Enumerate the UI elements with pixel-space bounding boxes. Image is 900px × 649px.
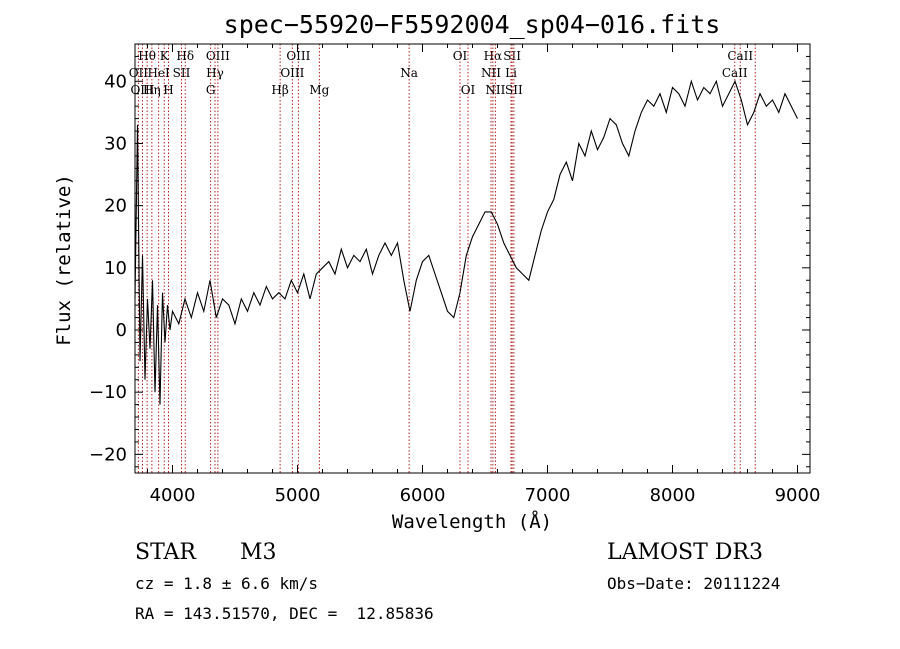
x-axis-label: Wavelength (Å)	[392, 510, 552, 533]
chart-title: spec−55920−F5592004_sp04−016.fits	[224, 10, 721, 39]
line-marker-label: OII	[129, 66, 149, 80]
line-marker-label: Mg	[309, 83, 329, 97]
survey-name: LAMOST DR3	[607, 540, 763, 565]
line-marker-label: SII	[173, 66, 191, 80]
line-marker-label: OIII	[286, 49, 310, 63]
line-marker-label: Hδ	[176, 49, 194, 63]
line-marker-label: OI	[453, 49, 468, 63]
y-tick-label: 20	[104, 196, 127, 217]
x-tick-label: 7000	[525, 485, 571, 506]
line-marker-label: OIII	[280, 66, 304, 80]
y-tick-label: 40	[104, 71, 127, 92]
line-marker-label: H	[163, 83, 173, 97]
line-marker-label: OIII	[206, 49, 230, 63]
y-tick-label: 0	[116, 320, 127, 341]
line-marker-label: CaII	[722, 66, 748, 80]
x-tick-label: 6000	[400, 485, 446, 506]
y-axis-label: Flux (relative)	[53, 174, 75, 346]
line-marker-label: Hθ	[138, 49, 156, 63]
obs-date: Obs−Date: 20111224	[607, 574, 781, 593]
line-marker-label: G	[206, 83, 216, 97]
line-marker-label: Hγ	[206, 66, 224, 80]
object-subclass: M3	[240, 540, 277, 565]
x-tick-label: 9000	[775, 485, 821, 506]
line-marker-label: NII	[481, 66, 501, 80]
line-marker-label: K	[160, 49, 170, 63]
spectrum-series-line	[134, 79, 798, 405]
line-marker-label: Na	[400, 66, 418, 80]
line-marker-label: Hβ	[271, 83, 288, 97]
y-tick-label: −20	[89, 444, 127, 465]
line-marker-label: NII	[485, 83, 505, 97]
line-marker-label: HeI	[147, 66, 170, 80]
line-marker-label: SII	[505, 83, 523, 97]
y-tick-label: 10	[104, 258, 127, 279]
coordinates: RA = 143.51570, DEC = 12.85836	[135, 604, 434, 623]
line-marker-label: Hα	[484, 49, 503, 63]
redshift-cz: cz = 1.8 ± 6.6 km/s	[135, 574, 319, 593]
x-tick-label: 4000	[150, 485, 196, 506]
x-tick-label: 5000	[275, 485, 321, 506]
x-axis: 4000 5000 6000 7000 8000 9000	[147, 44, 821, 506]
line-marker-label: CaII	[727, 49, 753, 63]
y-axis: −20 −10 0 10 20 30 40	[89, 55, 810, 468]
y-tick-label: 30	[104, 133, 127, 154]
line-marker-label: CaII	[742, 0, 768, 3]
line-marker-label: Hη	[143, 83, 161, 97]
line-marker-label: OI	[461, 83, 476, 97]
line-marker-label: Li	[505, 66, 517, 80]
y-tick-label: −10	[89, 382, 127, 403]
object-class: STAR	[135, 540, 196, 565]
plot-frame	[134, 43, 811, 474]
line-marker-label: SII	[503, 49, 521, 63]
x-tick-label: 8000	[650, 485, 696, 506]
